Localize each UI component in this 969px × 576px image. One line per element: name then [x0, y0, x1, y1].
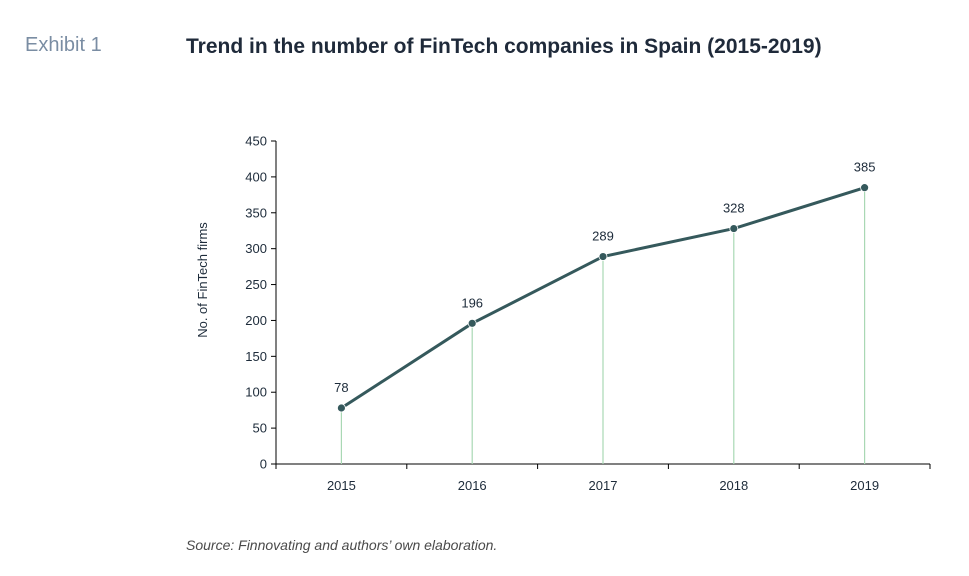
x-axis: 2015 2016 2017 2018 2019 — [275, 463, 931, 493]
data-label: 385 — [854, 160, 876, 175]
y-axis-label: No. of FinTech firms — [195, 222, 210, 338]
data-label: 78 — [334, 380, 348, 395]
y-axis: 0 50 100 150 200 250 300 350 400 450 — [245, 134, 277, 472]
x-tick-label: 2015 — [327, 478, 356, 493]
series-line-group — [336, 183, 869, 413]
data-labels: 78 196 289 328 385 — [334, 160, 875, 395]
y-tick-label: 50 — [253, 421, 267, 436]
data-label: 289 — [592, 229, 614, 244]
drop-lines — [340, 187, 866, 464]
x-tick-label: 2016 — [458, 478, 487, 493]
chart-title: Trend in the number of FinTech companies… — [186, 35, 822, 58]
x-tick-label: 2019 — [850, 478, 879, 493]
y-tick-label: 0 — [260, 457, 267, 472]
y-tick-label: 350 — [245, 205, 267, 220]
data-point — [598, 252, 608, 261]
y-tick-label: 250 — [245, 277, 267, 292]
y-tick-label: 100 — [245, 385, 267, 400]
data-label: 196 — [461, 295, 483, 310]
data-point — [336, 403, 346, 413]
x-tick-label: 2017 — [589, 478, 618, 493]
source-note: Source: Finnovating and authors’ own ela… — [186, 537, 498, 553]
y-tick-label: 150 — [245, 349, 267, 364]
data-label: 328 — [723, 201, 745, 216]
y-tick-label: 450 — [245, 134, 267, 149]
data-point — [729, 224, 739, 233]
data-point — [860, 183, 869, 193]
exhibit-label: Exhibit 1 — [25, 34, 102, 56]
x-tick-label: 2018 — [719, 478, 748, 493]
data-point — [467, 318, 477, 328]
y-tick-label: 200 — [245, 313, 267, 328]
y-tick-label: 300 — [245, 241, 267, 256]
y-tick-label: 400 — [245, 169, 267, 184]
